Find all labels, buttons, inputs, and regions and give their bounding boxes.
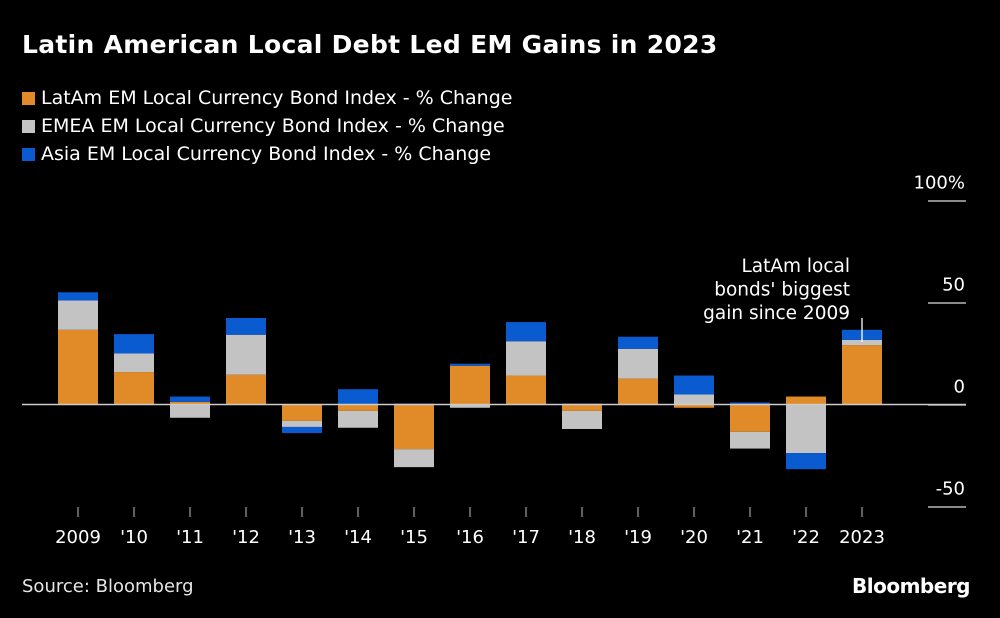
bar-emea bbox=[114, 353, 154, 373]
bar-latam bbox=[674, 404, 714, 408]
bar-emea bbox=[450, 404, 490, 408]
x-tick-label: '13 bbox=[288, 527, 316, 548]
bar-latam bbox=[730, 404, 770, 432]
bar-latam bbox=[338, 404, 378, 411]
bar-asia bbox=[506, 322, 546, 342]
bar-emea bbox=[674, 394, 714, 405]
bar-emea bbox=[58, 300, 98, 330]
legend-label: LatAm EM Local Currency Bond Index - % C… bbox=[41, 87, 513, 109]
bar-asia bbox=[282, 426, 322, 434]
bar-latam bbox=[506, 375, 546, 405]
bar-asia bbox=[450, 363, 490, 366]
x-tick-label: '21 bbox=[736, 527, 764, 548]
bar-emea bbox=[618, 348, 658, 379]
x-tick-label: '10 bbox=[120, 527, 148, 548]
x-tick-label: '18 bbox=[568, 527, 596, 548]
annotation-text: bonds' biggest bbox=[714, 280, 850, 301]
bar-emea bbox=[562, 410, 602, 429]
annotation-text: gain since 2009 bbox=[703, 303, 850, 324]
legend-swatch bbox=[22, 119, 35, 133]
x-tick-label: '22 bbox=[792, 527, 820, 548]
bloomberg-logo: Bloomberg bbox=[852, 574, 970, 598]
bar-emea bbox=[786, 404, 826, 454]
bar-latam bbox=[58, 329, 98, 405]
legend-item-emea: EMEA EM Local Currency Bond Index - % Ch… bbox=[22, 112, 512, 140]
annotation-text: LatAm local bbox=[741, 256, 850, 277]
bar-latam bbox=[562, 404, 602, 411]
legend-label: EMEA EM Local Currency Bond Index - % Ch… bbox=[41, 115, 505, 137]
x-tick-label: '14 bbox=[344, 527, 372, 548]
legend-item-asia: Asia EM Local Currency Bond Index - % Ch… bbox=[22, 140, 512, 168]
bar-emea bbox=[730, 431, 770, 449]
bar-asia bbox=[786, 453, 826, 470]
bar-emea bbox=[282, 420, 322, 427]
bar-emea bbox=[170, 404, 210, 418]
bar-asia bbox=[58, 292, 98, 301]
bar-asia bbox=[338, 389, 378, 405]
bar-latam bbox=[226, 374, 266, 405]
source-note: Source: Bloomberg bbox=[22, 576, 194, 597]
x-tick-label: 2023 bbox=[839, 527, 885, 548]
x-tick-label: '17 bbox=[512, 527, 540, 548]
bar-latam bbox=[114, 372, 154, 405]
x-tick-label: 2009 bbox=[55, 527, 101, 548]
x-tick-label: '16 bbox=[456, 527, 484, 548]
chart-title: Latin American Local Debt Led EM Gains i… bbox=[22, 30, 718, 59]
legend-swatch bbox=[22, 91, 35, 105]
bar-asia bbox=[730, 402, 770, 405]
y-tick-label: 50 bbox=[942, 275, 965, 296]
bar-latam bbox=[170, 401, 210, 405]
bar-asia bbox=[674, 375, 714, 395]
bar-emea bbox=[338, 410, 378, 428]
legend-swatch bbox=[22, 147, 35, 161]
bar-emea bbox=[394, 449, 434, 468]
bar-latam bbox=[618, 378, 658, 405]
x-tick-label: '12 bbox=[232, 527, 260, 548]
bar-latam bbox=[394, 404, 434, 450]
legend-item-latam: LatAm EM Local Currency Bond Index - % C… bbox=[22, 84, 512, 112]
bar-asia bbox=[226, 318, 266, 335]
bar-asia bbox=[170, 396, 210, 402]
legend: LatAm EM Local Currency Bond Index - % C… bbox=[22, 84, 512, 168]
bar-asia bbox=[114, 334, 154, 354]
legend-label: Asia EM Local Currency Bond Index - % Ch… bbox=[41, 143, 492, 165]
x-tick-label: '20 bbox=[680, 527, 708, 548]
bar-latam bbox=[786, 396, 826, 405]
y-tick-label: -50 bbox=[936, 479, 965, 500]
bar-asia bbox=[618, 336, 658, 349]
x-tick-label: '15 bbox=[400, 527, 428, 548]
y-tick-label: 0 bbox=[954, 377, 965, 398]
bar-emea bbox=[842, 339, 882, 346]
bar-emea bbox=[506, 341, 546, 376]
x-tick-label: '19 bbox=[624, 527, 652, 548]
y-tick-label: 100% bbox=[914, 173, 965, 194]
bar-latam bbox=[450, 365, 490, 405]
bar-latam bbox=[282, 404, 322, 421]
bar-latam bbox=[842, 345, 882, 405]
bar-emea bbox=[226, 334, 266, 375]
x-tick-label: '11 bbox=[176, 527, 204, 548]
